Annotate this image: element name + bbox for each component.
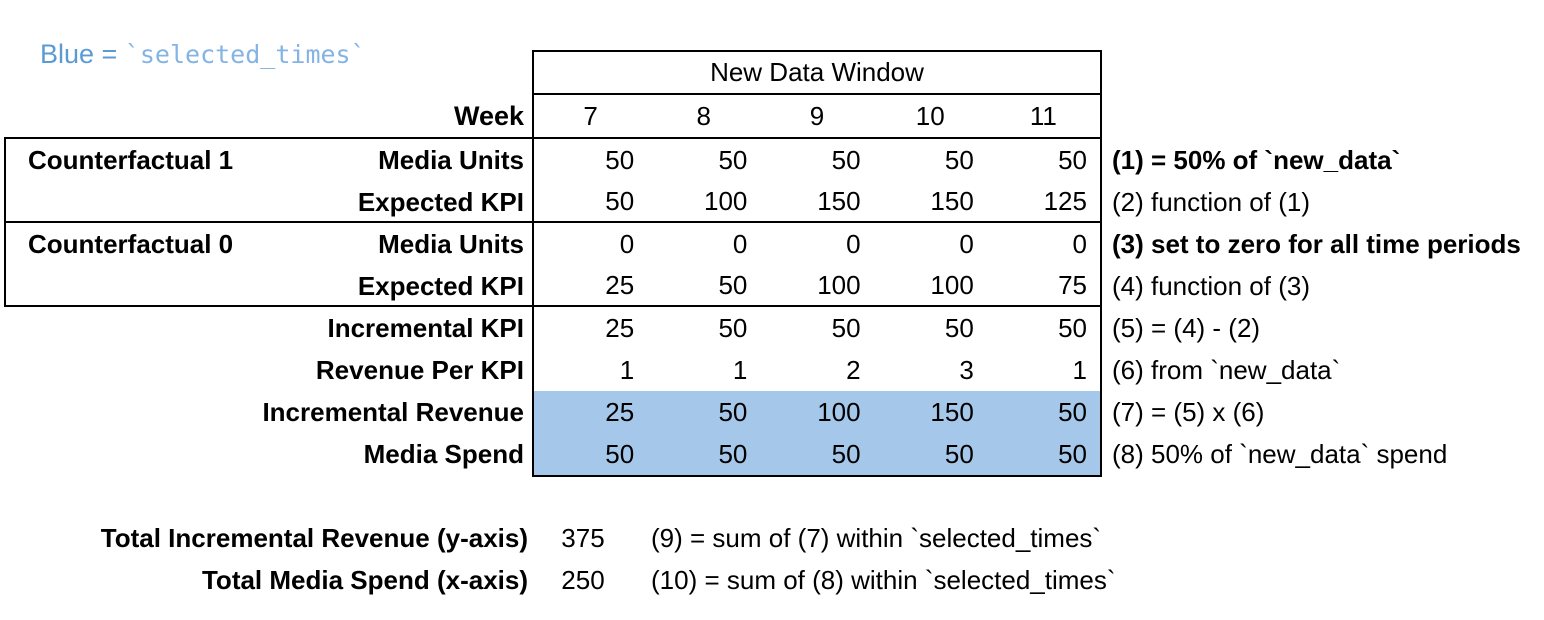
data-cell: 50 [605, 438, 635, 469]
total-incremental-revenue-row: Total Incremental Revenue (y-axis) 375 (… [0, 517, 1544, 559]
annotation-column: (1) = 50% of `new_data` (2) function of … [1112, 139, 1542, 475]
legend-code: `selected_times` [124, 40, 366, 69]
data-cell: 0 [1072, 228, 1087, 259]
data-cell: 50 [605, 144, 635, 175]
data-cell: 75 [1058, 269, 1087, 300]
annotation: (3) set to zero for all time periods [1112, 228, 1521, 259]
data-cell: 2 [846, 354, 861, 385]
data-cell: 100 [817, 396, 861, 427]
data-cell: 25 [605, 312, 635, 343]
data-cell: 50 [605, 185, 635, 216]
annotation: (4) function of (3) [1112, 270, 1310, 301]
data-cell: 50 [831, 438, 861, 469]
table-row: 25 50 100 100 75 [534, 265, 1100, 307]
row-label: Incremental Revenue [262, 396, 524, 427]
row-label: Expected KPI [357, 186, 524, 217]
data-cell: 50 [718, 269, 748, 300]
data-cell: 50 [718, 144, 748, 175]
table-row: 0 0 0 0 0 [534, 223, 1100, 265]
total-media-spend-row: Total Media Spend (x-axis) 250 (10) = su… [0, 559, 1544, 601]
table-row: 1 1 2 3 1 [534, 349, 1100, 391]
data-cell: 0 [846, 228, 861, 259]
row-label: Media Units [378, 228, 524, 259]
data-cell: 50 [1058, 312, 1087, 343]
table-row: 25 50 50 50 50 [534, 307, 1100, 349]
total-label: Total Incremental Revenue (y-axis) [100, 522, 528, 553]
total-value: 250 [561, 564, 605, 595]
data-cell: 50 [944, 312, 974, 343]
data-cell: 0 [732, 228, 748, 259]
data-cell: 1 [1072, 354, 1087, 385]
data-cell: 0 [619, 228, 635, 259]
data-cell: 0 [959, 228, 974, 259]
week-header-row: 7 8 9 10 11 [532, 95, 1102, 137]
data-cell: 25 [605, 396, 635, 427]
table-row-highlighted: 25 50 100 150 50 [534, 391, 1100, 433]
data-cell: 150 [930, 396, 974, 427]
data-table: 50 50 50 50 50 50 100 150 150 125 0 0 0 … [532, 137, 1102, 477]
data-cell: 50 [718, 396, 748, 427]
row-label: Incremental KPI [327, 312, 524, 343]
total-value: 375 [561, 522, 605, 553]
data-cell: 1 [732, 354, 748, 385]
week-cell: 7 [583, 100, 598, 131]
row-label: Media Spend [363, 438, 524, 469]
row-label: Expected KPI [357, 270, 524, 301]
week-cell: 11 [1029, 100, 1057, 131]
counterfactual-0-label: Counterfactual 0 [28, 228, 234, 259]
data-cell: 50 [1058, 144, 1087, 175]
week-cell: 9 [809, 100, 825, 131]
total-label: Total Media Spend (x-axis) [201, 564, 528, 595]
total-annotation: (10) = sum of (8) within `selected_times… [651, 564, 1116, 595]
counterfactual-1-label: Counterfactual 1 [28, 144, 234, 175]
new-data-window-header: New Data Window [532, 50, 1102, 95]
data-cell: 1 [619, 354, 635, 385]
data-cell: 100 [817, 269, 861, 300]
data-cell: 125 [1043, 185, 1087, 216]
annotation: (1) = 50% of `new_data` [1112, 144, 1401, 175]
data-cell: 150 [930, 185, 974, 216]
data-cell: 100 [930, 269, 974, 300]
data-cell: 25 [605, 269, 635, 300]
annotation: (5) = (4) - (2) [1112, 312, 1261, 343]
row-label-column: Media Units Expected KPI Media Units Exp… [0, 139, 524, 475]
legend-label: Blue = [40, 39, 125, 69]
table-row: 50 50 50 50 50 [534, 139, 1100, 181]
table-row: 50 100 150 150 125 [534, 181, 1100, 223]
table-row-highlighted: 50 50 50 50 50 [534, 433, 1100, 475]
data-cell: 50 [831, 312, 861, 343]
data-cell: 50 [831, 144, 861, 175]
week-cell: 8 [696, 100, 712, 131]
annotation: (8) 50% of `new_data` spend [1112, 438, 1448, 469]
data-cell: 50 [1058, 396, 1087, 427]
data-cell: 100 [704, 185, 748, 216]
data-cell: 50 [718, 438, 748, 469]
data-cell: 50 [1058, 438, 1087, 469]
annotation: (2) function of (1) [1112, 186, 1310, 217]
row-label: Media Units [378, 144, 524, 175]
data-cell: 50 [944, 144, 974, 175]
data-cell: 50 [718, 312, 748, 343]
legend: Blue = `selected_times` [10, 8, 366, 101]
data-cell: 3 [959, 354, 974, 385]
data-cell: 150 [817, 185, 861, 216]
total-annotation: (9) = sum of (7) within `selected_times` [651, 522, 1102, 553]
annotation: (7) = (5) x (6) [1112, 396, 1265, 427]
week-cell: 10 [915, 100, 945, 131]
annotation: (6) from `new_data` [1112, 354, 1341, 385]
data-cell: 50 [944, 438, 974, 469]
row-label: Revenue Per KPI [315, 354, 524, 385]
week-label: Week [453, 100, 524, 131]
